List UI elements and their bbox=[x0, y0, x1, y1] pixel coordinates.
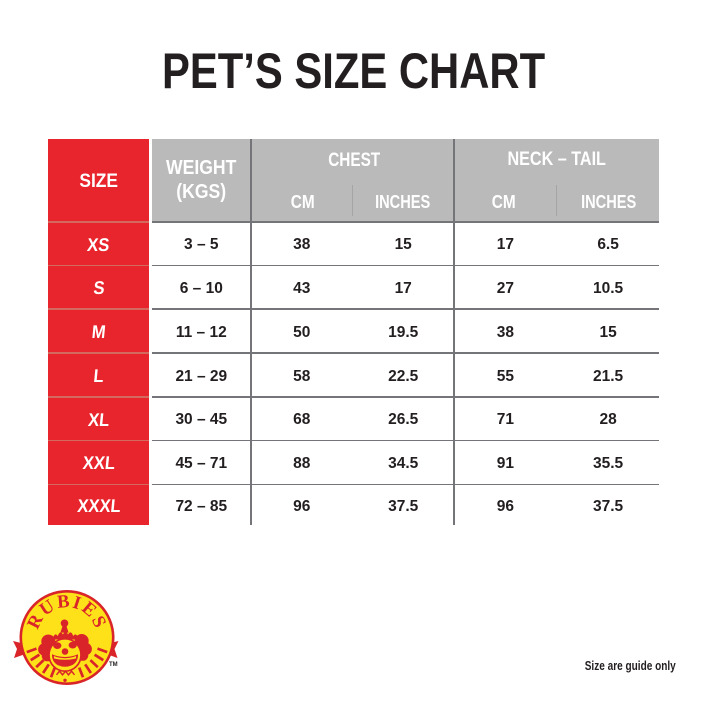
svg-text:TM: TM bbox=[109, 662, 118, 668]
